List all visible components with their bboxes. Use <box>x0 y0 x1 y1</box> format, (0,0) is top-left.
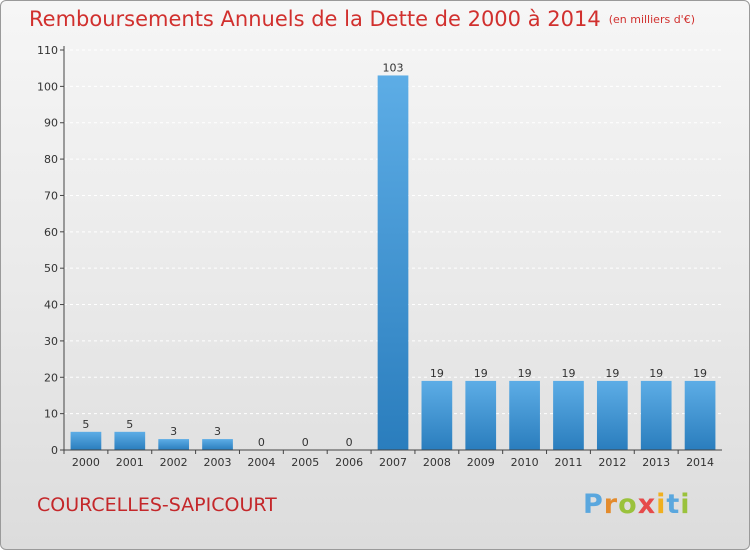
logo-letter-5: t <box>666 489 681 520</box>
x-tick-label: 2000 <box>72 456 100 469</box>
data-label: 19 <box>649 367 663 380</box>
data-label: 3 <box>170 425 177 438</box>
y-tick-label: 20 <box>44 371 58 384</box>
logo-letter-0: P <box>583 489 604 520</box>
commune-name: COURCELLES-SAPICOURT <box>37 494 277 516</box>
bar <box>70 431 102 450</box>
bar <box>202 439 233 450</box>
y-tick-label: 90 <box>44 117 58 130</box>
data-label: 103 <box>383 61 404 74</box>
x-tick-label: 2004 <box>247 456 275 469</box>
logo-letter-2: o <box>618 489 638 520</box>
y-tick-label: 110 <box>37 44 58 57</box>
x-tick-label: 2013 <box>642 456 670 469</box>
y-tick-label: 70 <box>44 189 58 202</box>
x-tick-label: 2001 <box>116 456 144 469</box>
y-tick-label: 60 <box>44 226 58 239</box>
x-tick-label: 2011 <box>554 456 582 469</box>
data-label: 19 <box>605 367 619 380</box>
data-label: 19 <box>693 367 707 380</box>
x-tick-label: 2006 <box>335 456 363 469</box>
data-label: 0 <box>258 436 265 449</box>
proxiti-logo: Proxiti <box>583 489 691 520</box>
logo-letter-1: r <box>603 489 619 520</box>
data-labels: 5 5 3 3 0 0 0 103 19 19 19 19 19 19 19 <box>82 61 707 449</box>
data-label: 19 <box>430 367 444 380</box>
y-tick-label: 30 <box>44 335 58 348</box>
bars <box>70 75 716 451</box>
chart-unit: (en milliers d'€) <box>608 13 695 26</box>
x-tick-label: 2012 <box>598 456 626 469</box>
data-label: 19 <box>561 367 575 380</box>
bar <box>377 75 409 451</box>
x-tick-label: 2009 <box>467 456 495 469</box>
bar <box>158 439 190 450</box>
x-tick-label: 2003 <box>204 456 232 469</box>
bar <box>114 431 146 450</box>
data-label: 19 <box>474 367 488 380</box>
y-tick-label: 0 <box>51 444 58 457</box>
y-tick-label: 50 <box>44 262 58 275</box>
data-label: 5 <box>126 418 133 431</box>
data-label: 5 <box>82 418 89 431</box>
x-tick-label: 2007 <box>379 456 407 469</box>
bar <box>509 380 540 450</box>
bar <box>553 380 584 450</box>
data-label: 0 <box>302 436 309 449</box>
bar <box>684 380 716 450</box>
y-tick-label: 80 <box>44 153 58 166</box>
data-label: 3 <box>214 425 221 438</box>
y-tick-label: 40 <box>44 299 58 312</box>
logo-letter-4: i <box>656 489 667 520</box>
data-label: 0 <box>346 436 353 449</box>
x-tick-label: 2014 <box>686 456 714 469</box>
x-tick-label: 2008 <box>423 456 451 469</box>
x-tick-label: 2002 <box>160 456 188 469</box>
y-tick-label: 10 <box>44 408 58 421</box>
chart-title: Remboursements Annuels de la Dette de 20… <box>29 7 695 31</box>
x-tick-label: 2010 <box>511 456 539 469</box>
x-tick-label: 2005 <box>291 456 319 469</box>
bar <box>421 380 453 450</box>
bar <box>465 380 497 450</box>
bar <box>640 380 672 450</box>
bar <box>596 380 628 450</box>
chart-title-text: Remboursements Annuels de la Dette de 20… <box>29 7 601 31</box>
logo-letter-3: x <box>637 489 657 520</box>
data-label: 19 <box>518 367 532 380</box>
logo-letter-6: i <box>680 489 691 520</box>
y-tick-label: 100 <box>37 80 58 93</box>
